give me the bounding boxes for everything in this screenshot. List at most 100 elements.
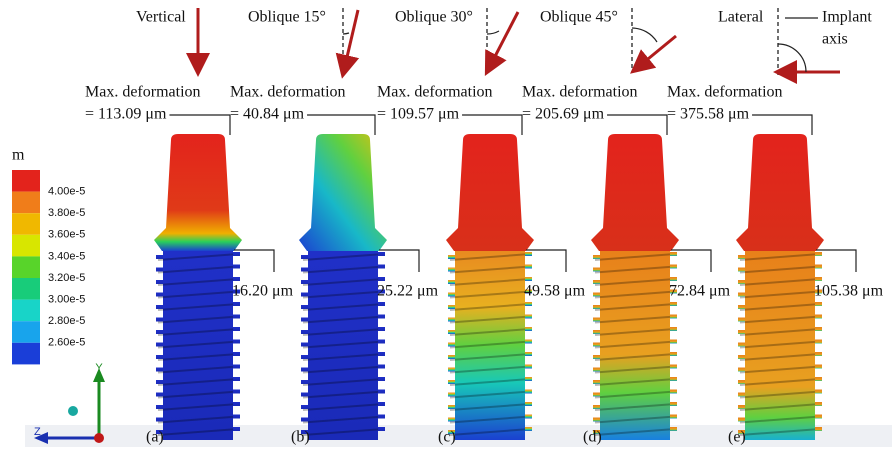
thread-tip: [670, 402, 677, 406]
thread-tip: [448, 293, 455, 297]
implant-panel: Oblique 45°Max. deformation= 205.69 μm72…: [522, 9, 731, 446]
panel-letter: (d): [583, 429, 602, 446]
max-label: Max. deformation: [230, 84, 346, 101]
legend-label: 4.00e-5: [48, 186, 85, 198]
leader-line: [462, 115, 522, 135]
legend-swatch: [12, 321, 40, 343]
thread-tip: [233, 365, 240, 369]
legend-swatch: [12, 300, 40, 322]
legend-swatch: [12, 192, 40, 214]
panel-letter: (a): [146, 429, 164, 446]
thread-tip: [738, 343, 745, 347]
load-label: Vertical: [136, 9, 186, 26]
thread-tip: [378, 415, 385, 419]
thread-tip: [593, 268, 600, 272]
thread-tip: [670, 327, 677, 331]
thread-tip: [525, 277, 532, 281]
axis-y-label: Y: [95, 362, 103, 374]
legend-swatch: [12, 278, 40, 300]
axis-label: axis: [822, 31, 848, 48]
thread-tip: [448, 318, 455, 322]
thread-tip: [448, 255, 455, 259]
thread-tip: [301, 318, 308, 322]
thread-tip: [525, 265, 532, 269]
thread-tip: [815, 365, 822, 369]
thread-tip: [738, 255, 745, 259]
legend-label: 3.60e-5: [48, 229, 85, 241]
thread-tip: [301, 405, 308, 409]
thread-tip: [378, 315, 385, 319]
thread-tip: [301, 368, 308, 372]
thread-tip: [815, 265, 822, 269]
thread-tip: [670, 427, 677, 431]
thread-tip: [593, 355, 600, 359]
legend-label: 2.60e-5: [48, 337, 85, 349]
thread-tip: [593, 368, 600, 372]
legend-label: 3.80e-5: [48, 207, 85, 219]
thread-tip: [525, 252, 532, 256]
thread-tip: [233, 377, 240, 381]
thread-tip: [448, 268, 455, 272]
axis-label: Implant: [822, 9, 872, 26]
thread-tip: [156, 293, 163, 297]
thread-tip: [378, 265, 385, 269]
leader-line: [607, 115, 667, 135]
legend-swatch: [12, 235, 40, 257]
thread-tip: [525, 327, 532, 331]
thread-tip: [670, 265, 677, 269]
thread-tip: [525, 427, 532, 431]
thread-tip: [670, 340, 677, 344]
thread-tip: [670, 252, 677, 256]
abutment: [299, 134, 387, 251]
thread-tip: [593, 418, 600, 422]
thread-tip: [738, 405, 745, 409]
implant-panel: Oblique 15°Max. deformation= 40.84 μm25.…: [230, 9, 439, 446]
thread-tip: [525, 315, 532, 319]
thread-tip: [670, 365, 677, 369]
thread-tip: [593, 405, 600, 409]
thread-tip: [448, 280, 455, 284]
thread-tip: [525, 415, 532, 419]
thread-tip: [593, 280, 600, 284]
thread-tip: [448, 380, 455, 384]
load-label: Oblique 30°: [395, 9, 473, 26]
thread-tip: [378, 277, 385, 281]
thread-tip: [448, 355, 455, 359]
thread-tip: [815, 302, 822, 306]
implant-panel: Oblique 30°Max. deformation= 109.57 μm49…: [377, 9, 586, 446]
max-label: Max. deformation: [667, 84, 783, 101]
thread-tip: [815, 277, 822, 281]
thread-tip: [233, 352, 240, 356]
thread-tip: [156, 330, 163, 334]
thread-tip: [156, 318, 163, 322]
thread-tip: [233, 340, 240, 344]
thread-tip: [156, 280, 163, 284]
thread-tip: [670, 415, 677, 419]
max-label: Max. deformation: [522, 84, 638, 101]
thread-tip: [593, 393, 600, 397]
max-label: Max. deformation: [377, 84, 493, 101]
thread-tip: [301, 330, 308, 334]
legend-unit: m: [12, 147, 25, 164]
panel-letter: (e): [728, 429, 746, 446]
thread-tip: [593, 293, 600, 297]
thread-tip: [156, 268, 163, 272]
max-value: = 375.58 μm: [667, 106, 750, 123]
legend-label: 3.00e-5: [48, 294, 85, 306]
thread-tip: [301, 418, 308, 422]
legend-label: 2.80e-5: [48, 315, 85, 327]
thread-tip: [738, 318, 745, 322]
legend-label: 3.40e-5: [48, 250, 85, 262]
thread-tip: [448, 330, 455, 334]
thread-tip: [738, 368, 745, 372]
thread-tip: [670, 302, 677, 306]
lower-value: 49.58 μm: [524, 283, 586, 300]
abutment: [591, 134, 679, 251]
thread-tip: [593, 343, 600, 347]
thread-tip: [156, 255, 163, 259]
thread-tip: [815, 252, 822, 256]
thread-tip: [815, 352, 822, 356]
thread-tip: [670, 390, 677, 394]
thread-tip: [738, 280, 745, 284]
thread-tip: [593, 380, 600, 384]
